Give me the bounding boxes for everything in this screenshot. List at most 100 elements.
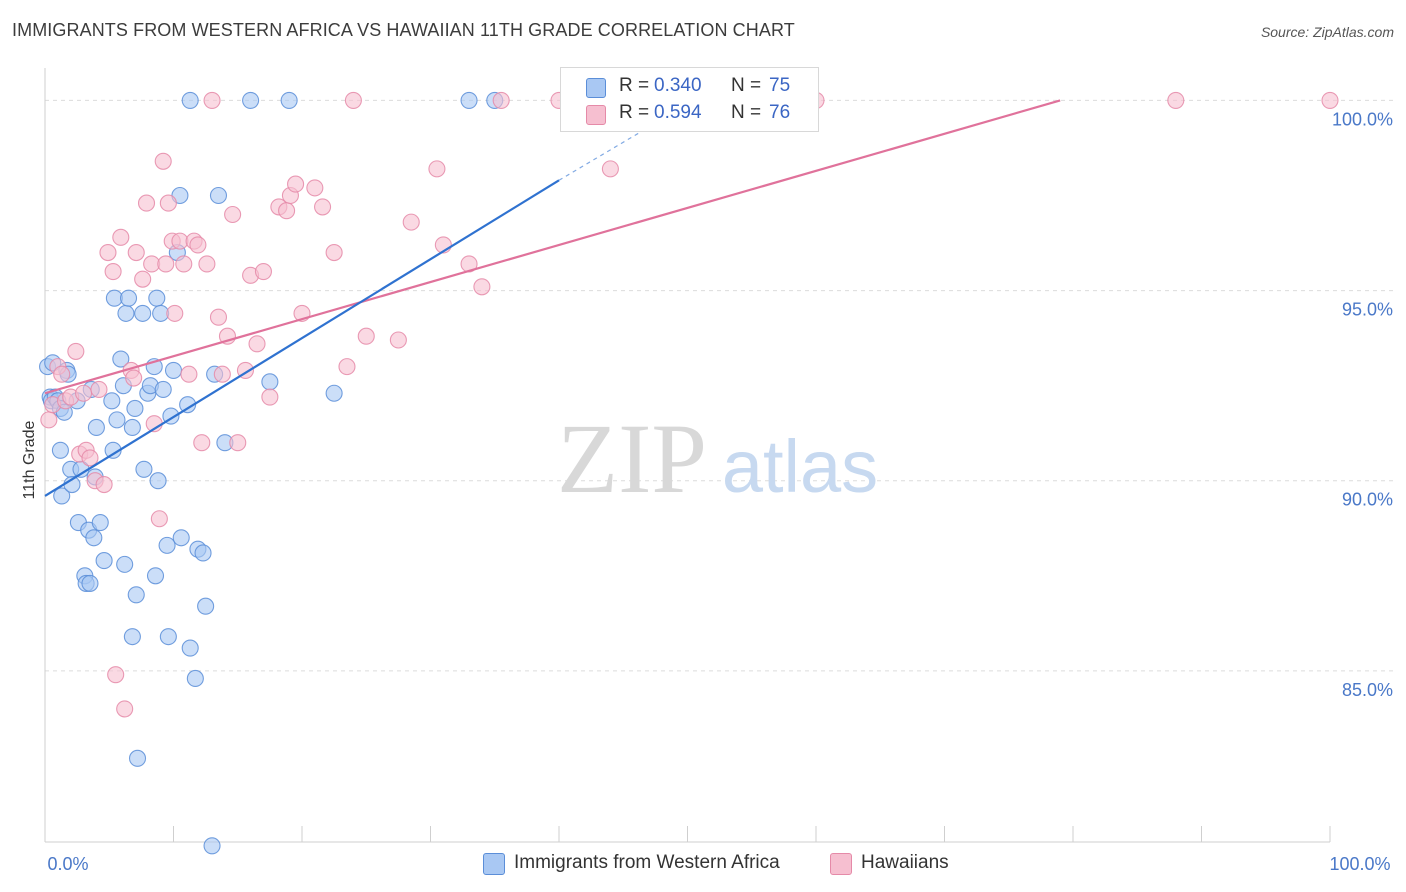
- legend-row-western-africa: R = 0.340 N = 75: [561, 73, 818, 101]
- data-point: [189, 236, 207, 254]
- legend-swatch-blue: [586, 78, 606, 98]
- data-point: [325, 243, 343, 262]
- data-point: [127, 586, 145, 604]
- data-point: [186, 669, 204, 688]
- y-axis-label: 11th Grade: [21, 420, 38, 499]
- series-hawaiians: [40, 91, 1339, 718]
- legend-swatch-blue: [483, 853, 505, 875]
- data-point: [112, 228, 130, 246]
- correlation-legend: R = 0.340 N = 75 R = 0.594 N = 76: [560, 67, 819, 132]
- x-tick-label-min: 0.0%: [47, 854, 88, 874]
- data-point: [280, 91, 298, 109]
- legend-label: Hawaiians: [861, 852, 949, 873]
- legend-r-label: R =: [619, 75, 650, 96]
- data-point: [180, 365, 198, 383]
- data-point: [123, 418, 141, 437]
- series-legend: Immigrants from Western Africa Hawaiians: [0, 850, 1406, 878]
- data-point: [134, 304, 152, 322]
- y-tick-labels: 85.0% 90.0% 95.0% 100.0%: [1332, 109, 1393, 699]
- data-point: [428, 160, 446, 178]
- data-point: [203, 91, 221, 109]
- data-point: [53, 487, 71, 505]
- x-tick-label-max: 100.0%: [1329, 854, 1390, 874]
- data-point: [116, 555, 134, 573]
- data-point: [224, 205, 242, 224]
- trend-line-hawaiians: [44, 99, 1061, 395]
- data-point: [159, 194, 177, 212]
- data-point: [81, 574, 99, 592]
- data-point: [402, 213, 420, 231]
- watermark: ZIP atlas: [557, 403, 878, 514]
- data-point: [1321, 91, 1339, 109]
- data-point: [51, 441, 69, 459]
- y-tick-label: 95.0%: [1342, 300, 1393, 320]
- data-point: [261, 373, 279, 391]
- data-point: [287, 175, 305, 193]
- data-point: [117, 304, 135, 322]
- data-point: [492, 91, 510, 109]
- data-point: [90, 380, 108, 398]
- data-point: [261, 388, 279, 406]
- legend-r-value: 0.594: [654, 102, 702, 123]
- data-point: [209, 308, 228, 326]
- data-point: [103, 392, 121, 410]
- data-point: [601, 160, 619, 178]
- data-point: [248, 335, 266, 353]
- data-point: [314, 198, 332, 216]
- data-point: [127, 243, 145, 262]
- watermark-atlas: atlas: [722, 425, 878, 508]
- data-point: [357, 327, 375, 345]
- data-point: [116, 700, 134, 718]
- y-tick-label: 85.0%: [1342, 680, 1393, 700]
- data-point: [91, 514, 109, 532]
- axes: [44, 68, 1331, 843]
- data-point: [95, 475, 113, 494]
- trend-lines: [44, 99, 1061, 497]
- data-point: [159, 628, 177, 646]
- data-point: [254, 263, 273, 281]
- data-point: [389, 331, 407, 349]
- grid-lines: [45, 99, 1395, 672]
- y-tick-label: 90.0%: [1342, 490, 1393, 510]
- data-point: [338, 358, 356, 376]
- data-point: [137, 194, 156, 212]
- trend-line-western-africa-extension: [558, 126, 650, 181]
- legend-r-label: R =: [619, 102, 650, 123]
- data-point: [213, 365, 231, 383]
- data-point: [194, 544, 212, 562]
- data-point: [209, 186, 228, 205]
- data-point: [181, 639, 199, 657]
- data-point: [126, 399, 144, 418]
- legend-n-label: N =: [731, 75, 762, 96]
- data-point: [135, 460, 153, 478]
- legend-n-value: 75: [769, 75, 791, 96]
- data-point: [181, 91, 199, 109]
- data-point: [344, 91, 362, 109]
- legend-r-value: 0.340: [654, 75, 702, 96]
- data-point: [203, 837, 221, 855]
- data-point: [157, 255, 175, 273]
- chart-title: IMMIGRANTS FROM WESTERN AFRICA VS HAWAII…: [12, 20, 795, 40]
- data-point: [197, 597, 215, 615]
- data-point: [40, 411, 58, 429]
- y-tick-label: 100.0%: [1332, 109, 1393, 129]
- trend-line-western-africa: [44, 179, 560, 497]
- data-point: [134, 270, 152, 288]
- data-point: [1167, 91, 1185, 109]
- data-point: [67, 342, 85, 360]
- data-point: [278, 202, 296, 220]
- data-point: [175, 255, 193, 273]
- data-point: [193, 434, 211, 452]
- legend-swatch-pink: [586, 105, 606, 125]
- data-point: [229, 434, 247, 452]
- data-point: [154, 152, 172, 170]
- data-point: [198, 255, 216, 273]
- data-point: [53, 365, 71, 383]
- data-point: [325, 384, 343, 402]
- data-point: [473, 278, 491, 296]
- data-point: [112, 350, 130, 368]
- data-point: [128, 749, 147, 767]
- legend-n-label: N =: [731, 102, 762, 123]
- source-label: Source: ZipAtlas.com: [1260, 24, 1394, 40]
